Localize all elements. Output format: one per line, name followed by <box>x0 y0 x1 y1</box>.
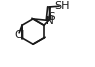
Text: SH: SH <box>55 1 70 11</box>
Text: S: S <box>48 12 55 22</box>
Text: Cl: Cl <box>14 30 24 40</box>
Text: N: N <box>46 16 54 26</box>
